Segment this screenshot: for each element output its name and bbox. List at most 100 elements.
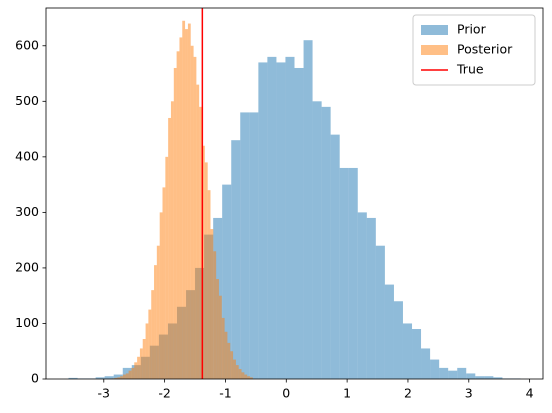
bar xyxy=(484,376,494,379)
bar xyxy=(339,167,349,379)
legend-label: True xyxy=(456,62,484,77)
y-tick-label: 500 xyxy=(15,93,39,108)
x-tick-label: 2 xyxy=(404,386,412,401)
bar xyxy=(439,367,449,379)
bar xyxy=(187,23,191,379)
bar xyxy=(142,339,146,379)
bar xyxy=(233,359,236,379)
bar xyxy=(176,51,180,379)
bar xyxy=(148,309,152,379)
legend: Prior Posterior True xyxy=(412,14,536,86)
bar xyxy=(466,373,476,379)
bar xyxy=(154,265,157,379)
bar xyxy=(159,212,163,379)
bar xyxy=(207,190,211,379)
bar xyxy=(238,369,242,379)
plot-frame xyxy=(45,7,544,380)
bar xyxy=(276,62,286,380)
bar xyxy=(384,284,394,379)
bar xyxy=(113,374,123,379)
y-tick-label: 600 xyxy=(15,37,39,52)
bar xyxy=(430,359,440,379)
bar xyxy=(114,377,118,379)
bar xyxy=(227,342,231,379)
bar xyxy=(294,67,304,380)
bar xyxy=(213,251,217,379)
y-tick-label: 0 xyxy=(31,371,39,386)
bar xyxy=(222,184,232,379)
bar xyxy=(312,101,322,379)
bar xyxy=(402,323,413,379)
bar xyxy=(131,367,135,379)
bar xyxy=(375,245,385,379)
bar xyxy=(165,156,169,379)
bar xyxy=(250,377,253,379)
bar xyxy=(348,167,358,379)
bar xyxy=(120,376,124,379)
bar xyxy=(218,295,222,379)
x-tick-label: -1 xyxy=(219,386,231,401)
bar xyxy=(204,162,208,379)
bar xyxy=(230,351,234,379)
legend-swatch xyxy=(421,25,448,35)
bar xyxy=(493,377,503,379)
x-tick-label: 3 xyxy=(465,386,473,401)
x-tick-label: 1 xyxy=(343,386,351,401)
bar xyxy=(104,376,114,379)
bar xyxy=(421,348,431,379)
bar xyxy=(145,323,149,379)
bar xyxy=(244,374,248,379)
bar xyxy=(68,377,78,379)
bar xyxy=(357,212,367,379)
bar xyxy=(231,140,241,379)
bar xyxy=(151,290,155,379)
bar xyxy=(216,279,219,379)
bar xyxy=(156,245,160,379)
bar xyxy=(412,329,422,379)
bar xyxy=(117,377,121,379)
bar xyxy=(321,106,331,379)
histogram-series xyxy=(111,20,253,380)
bar xyxy=(258,62,268,380)
y-tick-label: 400 xyxy=(15,148,39,163)
bar xyxy=(221,317,225,379)
bar xyxy=(330,134,340,379)
bar xyxy=(448,370,458,379)
histogram-series xyxy=(68,40,521,380)
bar xyxy=(162,187,166,379)
y-tick-label: 100 xyxy=(15,315,39,330)
bar xyxy=(303,40,313,379)
bar xyxy=(285,56,295,379)
bar xyxy=(249,112,259,379)
bar xyxy=(190,45,194,379)
legend-label: Posterior xyxy=(457,42,513,57)
bar xyxy=(95,377,105,379)
bar xyxy=(125,373,129,379)
bar xyxy=(202,145,205,379)
bar xyxy=(182,20,186,379)
bar xyxy=(210,229,214,379)
y-tick-label: 300 xyxy=(15,204,39,219)
bar xyxy=(199,106,203,379)
bar xyxy=(185,29,188,379)
bar xyxy=(137,356,140,379)
bar xyxy=(123,374,126,379)
bar xyxy=(173,67,177,380)
bar xyxy=(475,376,485,379)
bar xyxy=(457,367,467,379)
bar xyxy=(134,362,138,379)
x-tick-label: -2 xyxy=(158,386,170,401)
x-tick-label: 0 xyxy=(282,386,290,401)
x-tick-label: 4 xyxy=(526,386,534,401)
bar xyxy=(247,376,251,379)
bar xyxy=(240,112,250,379)
bar xyxy=(267,56,277,379)
bar xyxy=(366,217,376,379)
bar xyxy=(193,56,197,379)
bar xyxy=(128,370,132,379)
bar xyxy=(170,101,174,379)
bar xyxy=(139,348,143,379)
bar xyxy=(235,365,239,379)
